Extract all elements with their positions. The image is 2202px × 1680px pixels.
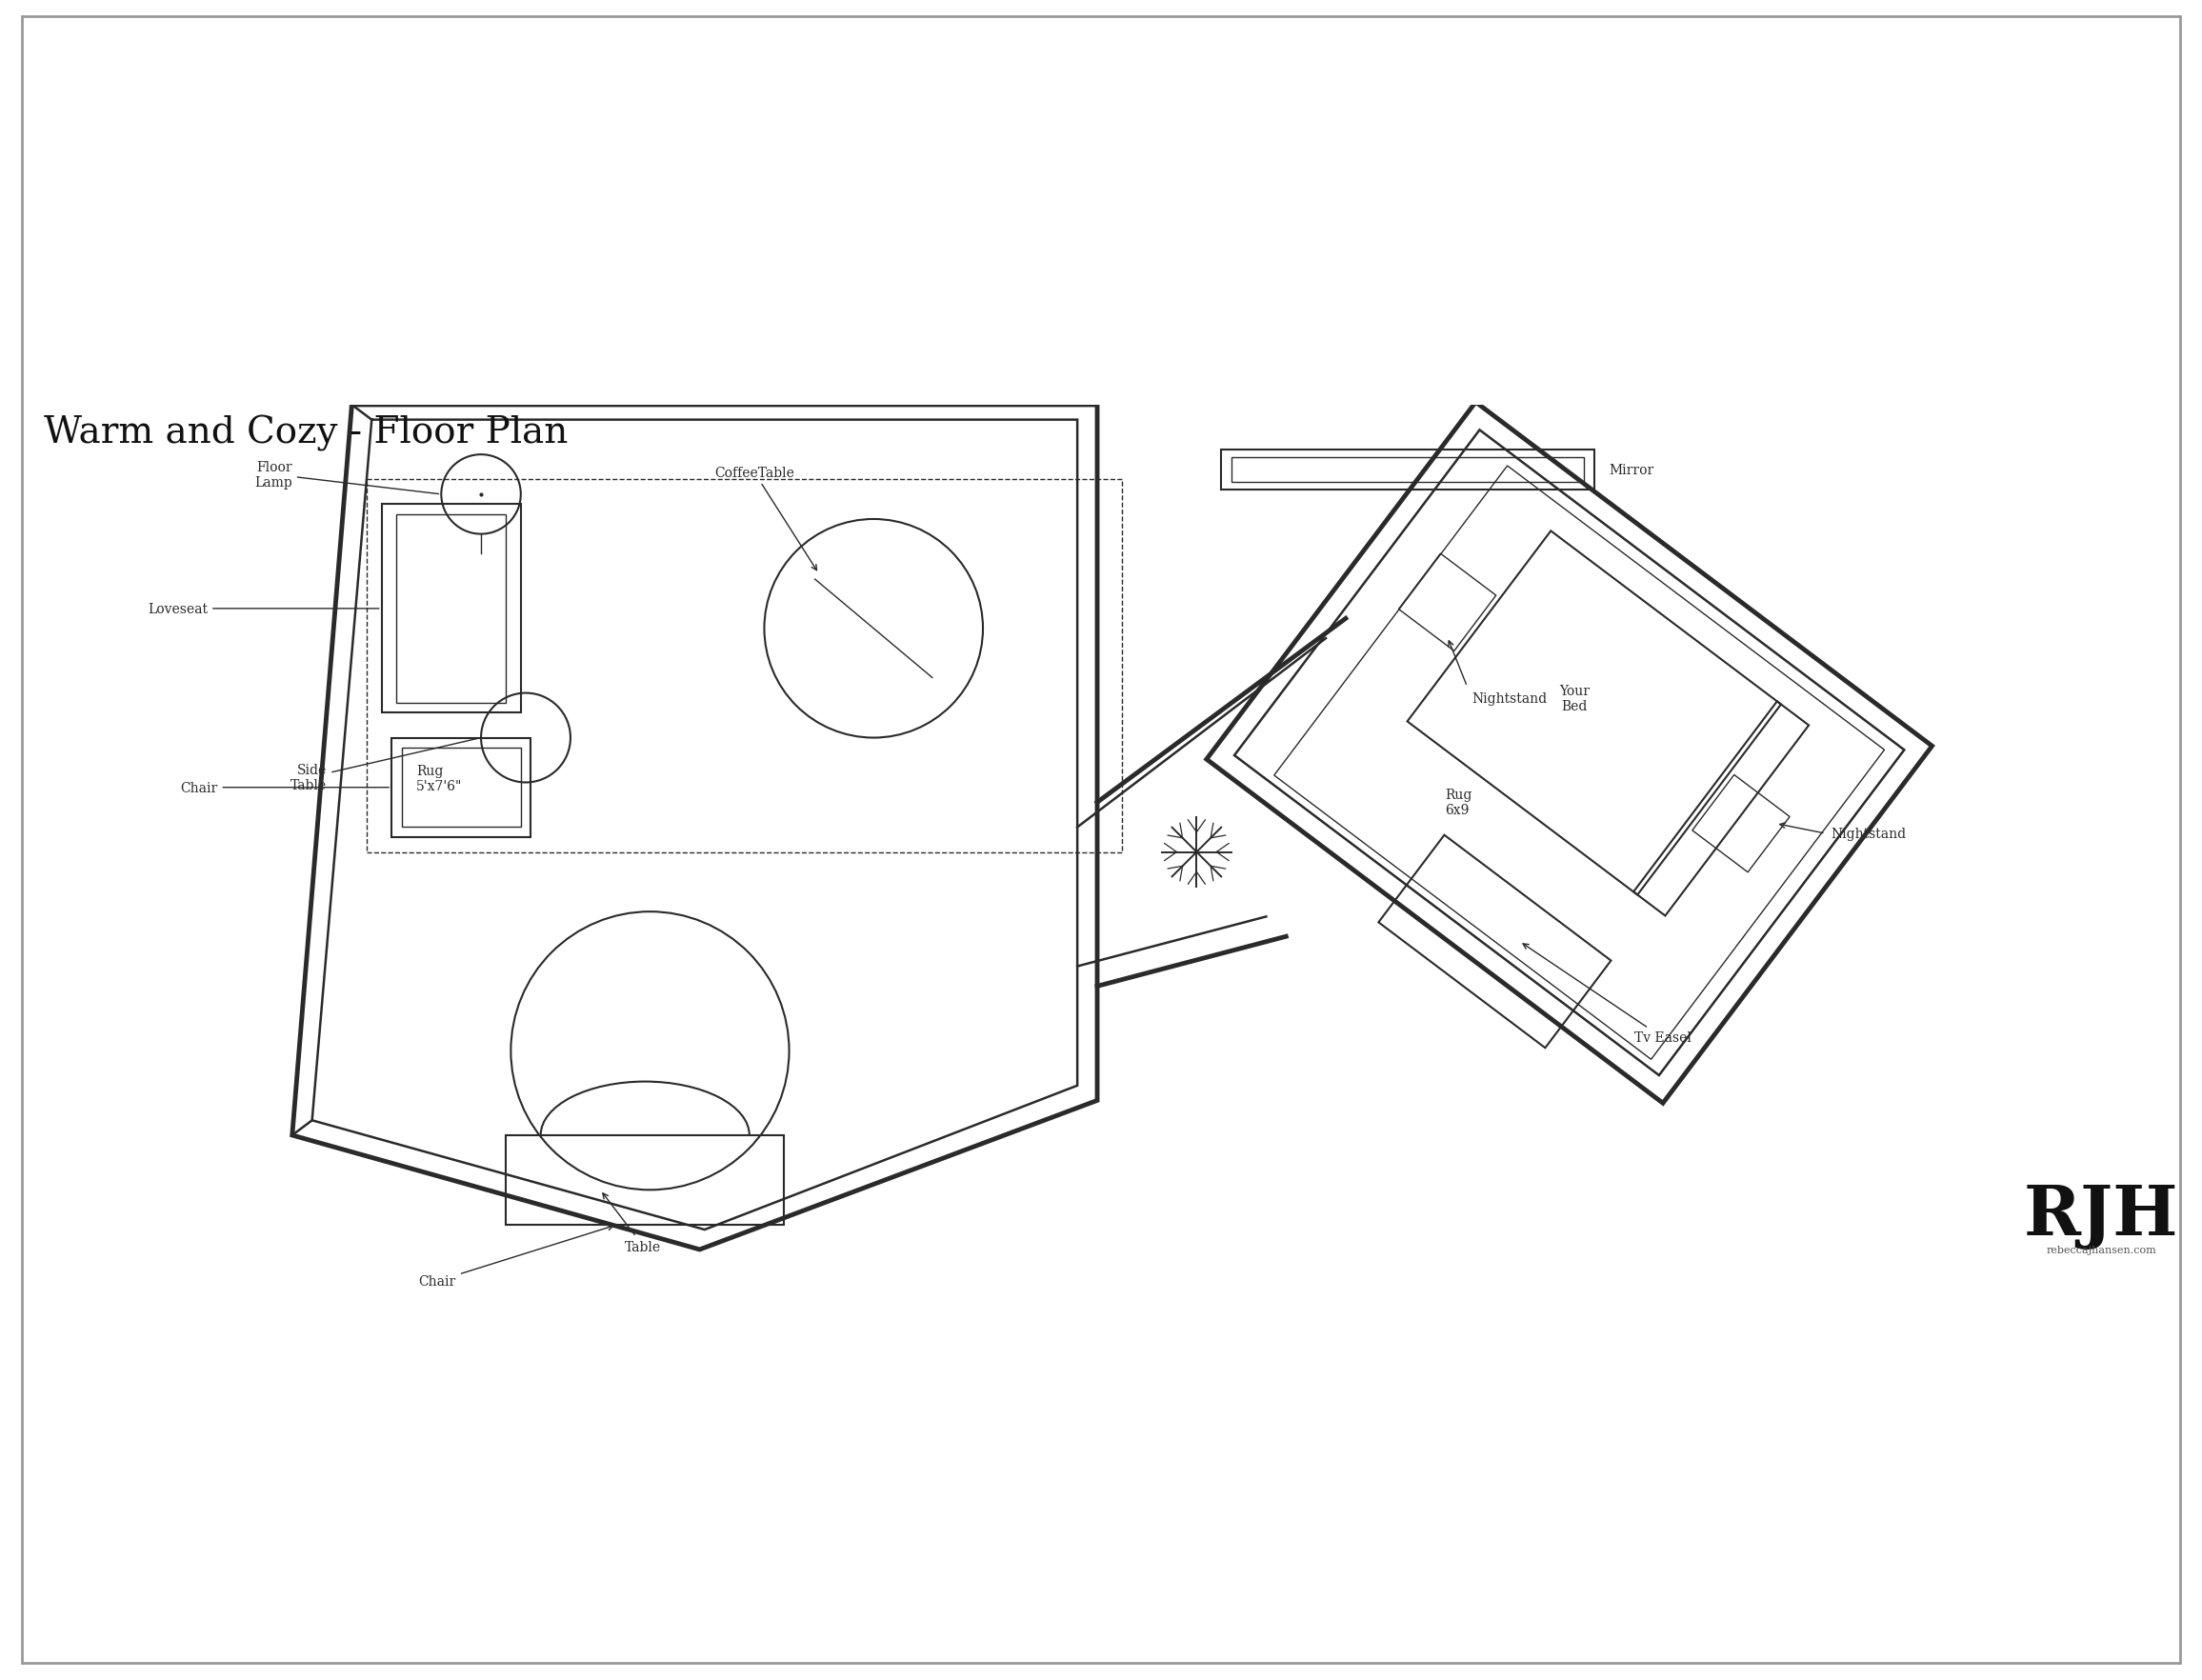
Bar	[1222, 450, 1594, 491]
Text: Warm and Cozy - Floor Plan: Warm and Cozy - Floor Plan	[44, 415, 568, 452]
Text: Tv Easel: Tv Easel	[1524, 944, 1691, 1045]
Text: Loveseat: Loveseat	[148, 603, 379, 617]
Text: Rug
5'x7'6": Rug 5'x7'6"	[416, 764, 462, 793]
Text: Nightstand: Nightstand	[1830, 827, 1905, 840]
Text: Rug
6x9: Rug 6x9	[1445, 788, 1473, 816]
Text: rebeccajhansen.com: rebeccajhansen.com	[2046, 1245, 2156, 1255]
Text: Chair: Chair	[181, 781, 390, 795]
Text: Side
Table: Side Table	[291, 739, 478, 793]
Text: Nightstand: Nightstand	[1473, 692, 1548, 706]
Bar	[392, 738, 531, 838]
Bar	[368, 480, 1123, 852]
Text: Floor
Lamp: Floor Lamp	[253, 460, 438, 494]
Text: Chair: Chair	[418, 1225, 612, 1289]
Text: CoffeeTable: CoffeeTable	[716, 467, 817, 571]
Bar	[396, 514, 506, 704]
Bar	[506, 1136, 784, 1225]
Bar	[1231, 457, 1583, 482]
Text: RJH: RJH	[2024, 1181, 2178, 1248]
Text: Your
Bed: Your Bed	[1559, 684, 1590, 712]
Bar	[401, 748, 522, 828]
Bar	[381, 504, 522, 714]
Text: Table: Table	[603, 1193, 661, 1253]
Text: Mirror: Mirror	[1610, 464, 1654, 477]
